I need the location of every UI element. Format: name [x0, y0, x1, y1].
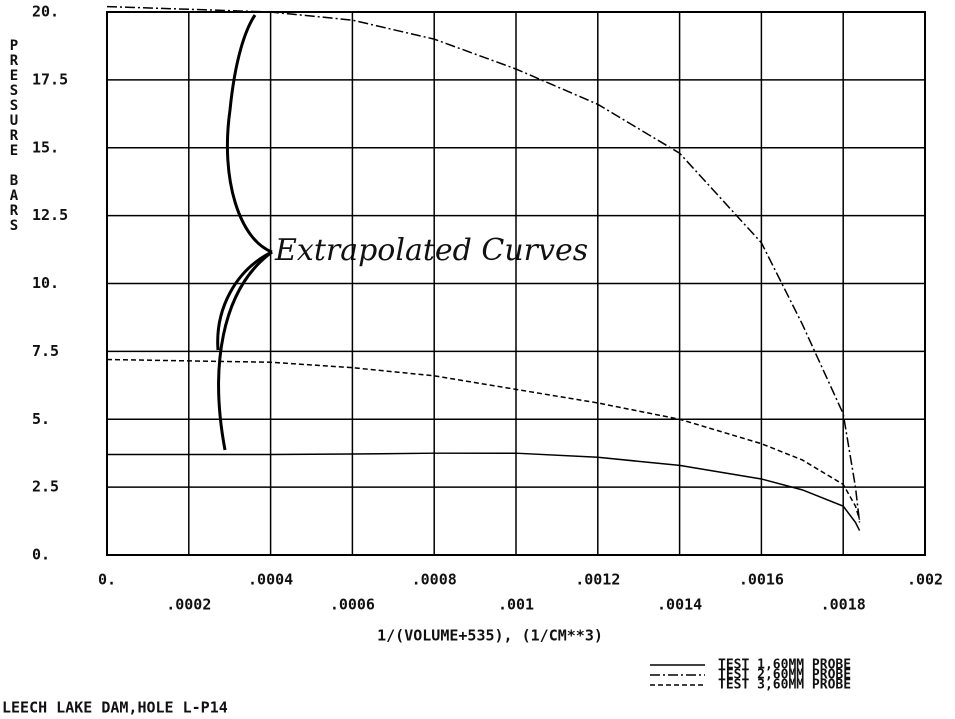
- x-tick-label: .0006: [330, 596, 375, 614]
- series-line: [106, 5, 861, 523]
- x-tick-label: 0.: [98, 571, 116, 589]
- y-axis-label: PRESSURE BARS: [6, 38, 22, 233]
- x-tick-label: .001: [498, 596, 534, 614]
- y-tick-label: 0.: [32, 546, 50, 564]
- y-tick-label: 20.: [32, 3, 59, 21]
- series-line: [107, 452, 861, 531]
- annotation: Extrapolated Curves: [274, 233, 588, 268]
- y-tick-label: 2.5: [32, 478, 59, 496]
- x-tick-label: .0014: [657, 596, 702, 614]
- legend-label: TEST 2,60MM PROBE: [718, 668, 851, 683]
- y-tick-label: 17.5: [32, 70, 68, 88]
- x-tick-label: .0002: [166, 596, 211, 614]
- legend-label: TEST 1,60MM PROBE: [718, 658, 851, 673]
- y-tick-label: 15.: [32, 138, 59, 156]
- x-axis-label: 1/(VOLUME+535), (1/CM**3): [377, 627, 603, 645]
- y-tick-label: 12.5: [32, 206, 68, 224]
- x-tick-label: .0004: [248, 571, 293, 589]
- y-tick-label: 10.: [32, 274, 59, 292]
- annotation-arrows: [216, 14, 273, 451]
- x-tick-label: .002: [907, 571, 943, 589]
- x-tick-label: .0012: [575, 571, 620, 589]
- legend-label: TEST 3,60MM PROBE: [718, 678, 851, 693]
- footer: LEECH LAKE DAM,HOLE L-P14: [2, 699, 228, 717]
- x-tick-label: .0018: [821, 596, 866, 614]
- y-tick-label: 7.5: [32, 342, 59, 360]
- y-tick-label: 5.: [32, 410, 50, 428]
- x-tick-label: .0016: [739, 571, 784, 589]
- x-tick-label: .0008: [412, 571, 457, 589]
